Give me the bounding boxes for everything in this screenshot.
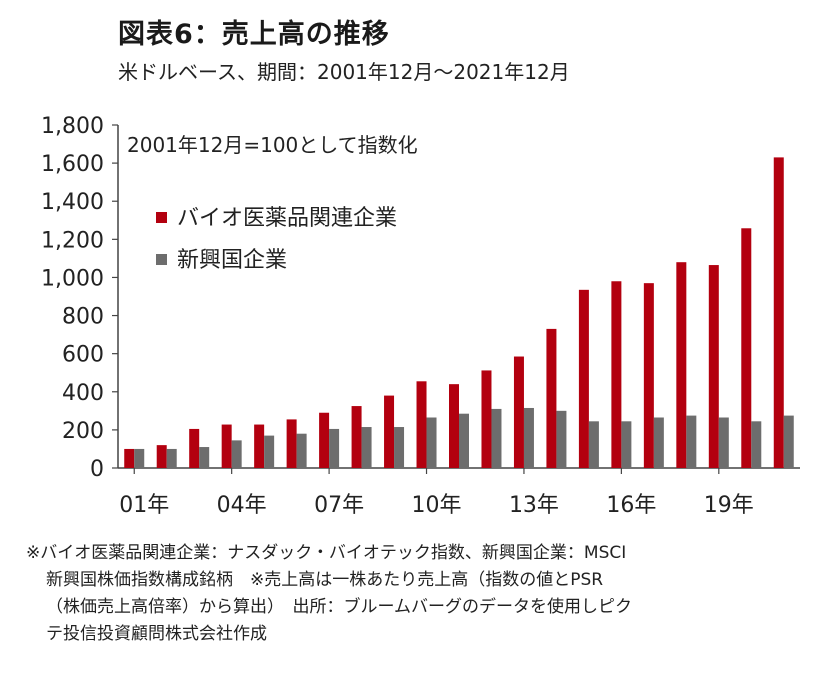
- bar-emerging: [166, 448, 177, 468]
- bar-emerging: [588, 421, 599, 468]
- bar-bio: [384, 395, 395, 468]
- bar-bio: [676, 262, 687, 468]
- bar-bio: [351, 406, 362, 468]
- bar-bio: [513, 356, 524, 468]
- bar-bio: [546, 328, 557, 468]
- bar-emerging: [718, 417, 729, 468]
- bar-bio: [319, 412, 330, 468]
- bar-emerging: [134, 448, 145, 468]
- footnote-line: テ投信投資顧問株式会社作成: [46, 624, 267, 644]
- bar-bio: [124, 448, 135, 468]
- bar-emerging: [361, 427, 372, 468]
- bar-emerging: [491, 408, 502, 468]
- y-tick-label: 1,000: [41, 266, 104, 291]
- x-tick-label: 16年: [606, 493, 656, 518]
- bar-emerging: [264, 435, 275, 468]
- y-tick-label: 400: [62, 381, 104, 406]
- bar-bio: [189, 428, 200, 468]
- bar-emerging: [394, 427, 405, 468]
- bar-bio: [611, 281, 622, 468]
- y-tick-label: 200: [62, 419, 104, 444]
- legend-label: 新興国企業: [177, 248, 287, 273]
- chart-bars: [124, 157, 794, 468]
- x-tick-label: 04年: [217, 493, 267, 518]
- bar-bio: [156, 445, 167, 468]
- bar-emerging: [459, 413, 469, 468]
- bar-bio: [254, 424, 265, 468]
- y-tick-label: 1,600: [41, 152, 104, 177]
- y-tick-label: 1,200: [41, 228, 104, 253]
- footnote-line: ※バイオ医薬品関連企業：ナスダック・バイオテック指数、新興国企業：MSCI: [26, 543, 627, 563]
- bar-bio: [773, 157, 784, 468]
- chart-annotation: 2001年12月=100として指数化: [127, 133, 418, 157]
- bar-emerging: [783, 415, 794, 468]
- y-tick-label: 800: [62, 305, 104, 330]
- bar-bio: [416, 381, 427, 468]
- y-tick-label: 0: [90, 457, 104, 482]
- footnote-line: 新興国株価指数構成銘柄 ※売上高は一株あたり売上高（指数の値とPSR: [46, 570, 604, 590]
- bar-bio: [286, 419, 297, 468]
- y-tick-label: 600: [62, 343, 104, 368]
- x-tick-label: 07年: [314, 493, 364, 518]
- bar-bio: [741, 228, 752, 468]
- bar-emerging: [329, 428, 340, 468]
- bar-bio: [449, 384, 459, 468]
- x-tick-label: 10年: [412, 493, 462, 518]
- bar-bio: [221, 424, 232, 468]
- bar-bio: [708, 265, 719, 468]
- bar-emerging: [556, 410, 567, 468]
- bar-chart: 0 200 400 600 800 1,000 1,200 1,400 1,600 1,800 01…: [41, 114, 800, 518]
- legend-label: バイオ医薬品関連企業: [177, 206, 397, 231]
- y-tick-label: 1,800: [41, 114, 104, 139]
- bar-emerging: [296, 433, 307, 468]
- y-tick-label: 1,400: [41, 190, 104, 215]
- bar-emerging: [686, 415, 697, 468]
- footnote-line: （株価売上高倍率）から算出） 出所：ブルームバーグのデータを使用しピク: [46, 597, 632, 617]
- chart-ticks: 0 200 400 600 800 1,000 1,200 1,400 1,600 1,800 01…: [41, 114, 754, 518]
- bar-emerging: [751, 421, 762, 468]
- page-subtitle: 米ドルベース、期間：2001年12月～2021年12月: [118, 60, 570, 84]
- x-tick-label: 19年: [704, 493, 754, 518]
- x-tick-label: 01年: [119, 493, 169, 518]
- legend-swatch: [156, 212, 167, 223]
- bar-emerging: [653, 417, 664, 468]
- legend-swatch: [156, 254, 167, 265]
- bar-emerging: [426, 417, 437, 468]
- footnote: ※バイオ医薬品関連企業：ナスダック・バイオテック指数、新興国企業：MSCI 新興…: [26, 540, 816, 648]
- bar-emerging: [523, 407, 534, 468]
- bar-bio: [578, 289, 589, 468]
- page-title: 図表6：売上高の推移: [118, 19, 390, 50]
- bar-emerging: [231, 440, 242, 468]
- x-tick-label: 13年: [509, 493, 559, 518]
- bar-emerging: [199, 447, 210, 468]
- bar-bio: [643, 283, 654, 468]
- bar-bio: [481, 370, 492, 468]
- bar-emerging: [621, 421, 632, 468]
